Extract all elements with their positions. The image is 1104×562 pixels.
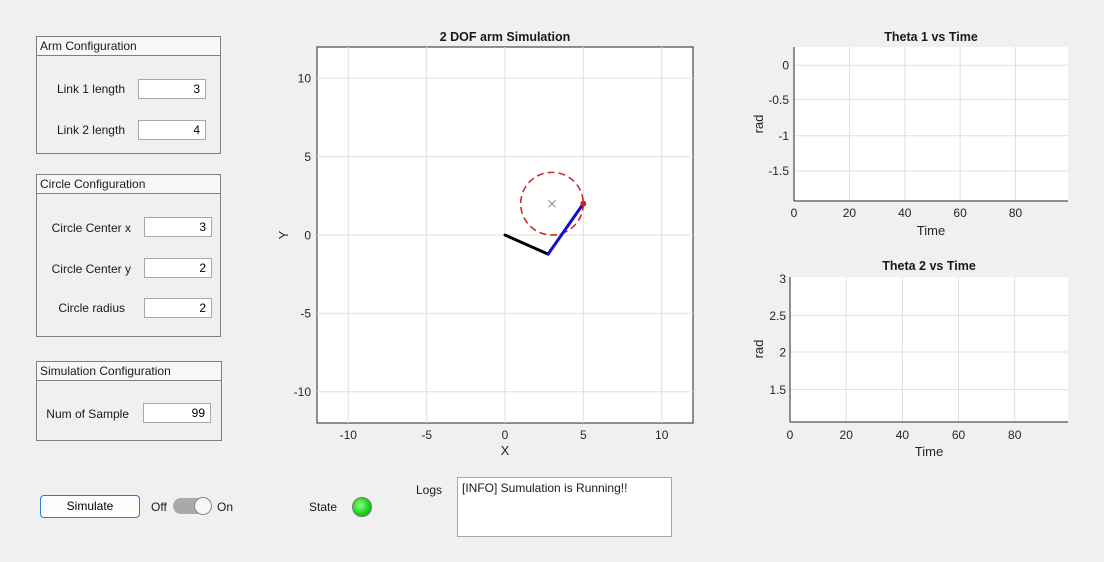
arm-link-1 xyxy=(503,233,550,256)
sim-xlabel: X xyxy=(501,443,510,458)
sim-y-tick-labels: 10 5 0 -5 -10 xyxy=(294,72,312,400)
link1-length-label: Link 1 length xyxy=(56,82,125,96)
sim-grid xyxy=(317,47,693,423)
theta1-ytick-3: -1 xyxy=(778,129,789,143)
theta1-x-tick-labels: 0 20 40 60 80 xyxy=(791,206,1023,220)
sim-ytick-5: -10 xyxy=(294,385,312,399)
theta1-plot-area xyxy=(794,47,1068,201)
sim-xtick-5: 10 xyxy=(655,428,669,442)
simulation-configuration-panel: Simulation Configuration Num of Sample 9… xyxy=(36,361,222,441)
link2-length-input[interactable]: 4 xyxy=(138,120,206,140)
arm-link-2 xyxy=(546,202,585,256)
theta2-xtick-5: 80 xyxy=(1008,428,1022,442)
sim-plot-area xyxy=(316,46,694,424)
theta2-title: Theta 2 vs Time xyxy=(882,259,976,273)
log-textarea[interactable]: [INFO] Sumulation is Running!! xyxy=(457,477,672,537)
switch-off-label: Off xyxy=(151,500,167,514)
theta2-ytick-1: 3 xyxy=(779,272,786,286)
theta1-xtick-4: 60 xyxy=(953,206,967,220)
sim-x-tick-labels: -10 -5 0 5 10 xyxy=(340,428,669,442)
theta2-xtick-2: 20 xyxy=(840,428,854,442)
theta2-ytick-4: 1.5 xyxy=(769,383,786,397)
theta2-ytick-3: 2 xyxy=(779,346,786,360)
circle-center-marker-a xyxy=(548,199,556,208)
circle-configuration-title: Circle Configuration xyxy=(37,175,220,194)
arm-configuration-panel: Arm Configuration Link 1 length 3 Link 2… xyxy=(36,36,221,154)
num-samples-label: Num of Sample xyxy=(46,407,129,421)
sim-ytick-2: 5 xyxy=(304,150,311,164)
theta1-ytick-4: -1.5 xyxy=(768,164,789,178)
target-circle xyxy=(519,171,585,236)
sim-xtick-3: 0 xyxy=(502,428,509,442)
theta2-ylabel: rad xyxy=(751,340,766,359)
theta1-ylabel: rad xyxy=(751,115,766,134)
arm-configuration-title: Arm Configuration xyxy=(37,37,220,56)
state-label: State xyxy=(309,500,338,514)
circle-radius-label: Circle radius xyxy=(58,301,125,315)
circle-center-y-label: Circle Center y xyxy=(51,262,131,276)
theta1-xtick-3: 40 xyxy=(898,206,912,220)
logs-label: Logs xyxy=(416,483,443,497)
theta2-xtick-4: 60 xyxy=(952,428,966,442)
theta1-xtick-5: 80 xyxy=(1009,206,1023,220)
theta1-xtick-2: 20 xyxy=(843,206,857,220)
theta2-grid xyxy=(790,277,1068,422)
theta1-xtick-1: 0 xyxy=(791,206,798,220)
theta1-title: Theta 1 vs Time xyxy=(884,30,978,44)
theta2-xtick-1: 0 xyxy=(787,428,794,442)
sim-ylabel: Y xyxy=(276,230,291,239)
theta2-xlabel: Time xyxy=(915,444,943,459)
circle-center-y-input[interactable]: 2 xyxy=(144,258,212,278)
theta2-x-tick-labels: 0 20 40 60 80 xyxy=(787,428,1022,442)
state-lamp xyxy=(352,497,372,517)
theta2-plot-area xyxy=(790,277,1068,422)
theta1-y-tick-labels: 0 -0.5 -1 -1.5 xyxy=(768,59,789,179)
log-line: [INFO] Sumulation is Running!! xyxy=(462,481,628,495)
end-effector-point xyxy=(580,200,587,207)
circle-center-x-label: Circle Center x xyxy=(51,221,131,235)
sim-ytick-3: 0 xyxy=(304,229,311,243)
theta1-grid xyxy=(794,47,1068,201)
sim-ytick-1: 10 xyxy=(298,72,312,86)
theta2-xtick-3: 40 xyxy=(896,428,910,442)
on-off-switch[interactable] xyxy=(173,497,212,515)
switch-on-label: On xyxy=(217,500,234,514)
theta2-ytick-2: 2.5 xyxy=(769,309,786,323)
circle-center-x-input[interactable]: 3 xyxy=(144,217,212,237)
simulation-configuration-title: Simulation Configuration xyxy=(37,362,221,381)
theta1-ytick-1: 0 xyxy=(782,59,789,73)
sim-data-layer xyxy=(503,171,587,256)
link1-length-input[interactable]: 3 xyxy=(138,79,206,99)
link2-length-label: Link 2 length xyxy=(56,123,125,137)
simulate-button[interactable]: Simulate xyxy=(40,495,140,518)
circle-center-marker-b xyxy=(548,199,556,208)
sim-xtick-2: -5 xyxy=(421,428,432,442)
sim-xtick-4: 5 xyxy=(580,428,587,442)
num-samples-input[interactable]: 99 xyxy=(143,403,211,423)
switch-knob[interactable] xyxy=(194,497,212,515)
sim-xtick-1: -10 xyxy=(340,428,358,442)
circle-radius-input[interactable]: 2 xyxy=(144,298,212,318)
theta1-xlabel: Time xyxy=(917,223,945,238)
sim-plot-title: 2 DOF arm Simulation xyxy=(440,30,571,44)
theta1-ytick-2: -0.5 xyxy=(768,93,789,107)
sim-ytick-4: -5 xyxy=(300,307,311,321)
circle-configuration-panel: Circle Configuration Circle Center x 3 C… xyxy=(36,174,221,337)
theta2-y-tick-labels: 3 2.5 2 1.5 xyxy=(769,272,786,397)
